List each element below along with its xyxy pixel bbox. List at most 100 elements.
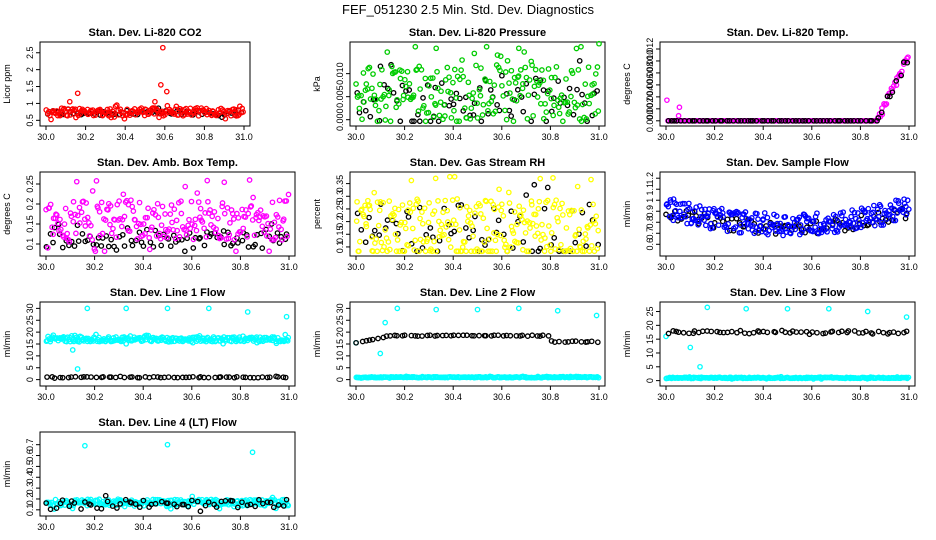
data-point	[163, 88, 170, 95]
data-point	[541, 205, 548, 212]
data-point	[89, 236, 96, 243]
data-point	[130, 208, 137, 215]
data-point	[118, 223, 125, 230]
data-point	[98, 505, 105, 512]
data-point	[463, 248, 469, 255]
data-point	[269, 199, 276, 206]
data-point	[531, 181, 538, 188]
data-point	[282, 374, 289, 381]
data-point	[819, 226, 826, 233]
data-point	[165, 374, 172, 380]
data-point	[463, 203, 470, 210]
data-point	[154, 200, 161, 207]
data-point	[553, 197, 559, 204]
data-point	[282, 331, 289, 338]
data-point	[519, 85, 526, 92]
data-point	[461, 105, 468, 111]
x-tick-label: 30.4	[754, 392, 772, 402]
data-point	[562, 339, 568, 345]
panel-4: Stan. Dev. Amb. Box Temp. degrees C 30.0 30…	[2, 157, 298, 272]
data-point	[500, 231, 507, 238]
data-point	[544, 197, 551, 204]
data-point	[480, 215, 487, 222]
data-point	[109, 503, 116, 509]
data-point	[116, 198, 122, 204]
data-point	[714, 328, 720, 335]
data-point	[212, 229, 219, 236]
data-point	[397, 75, 404, 82]
data-point	[592, 220, 599, 227]
x-tick-label: 30.0	[37, 132, 55, 142]
data-point	[675, 214, 682, 221]
x-tick-label: 30.2	[77, 132, 95, 142]
data-point	[484, 225, 490, 232]
data-point	[245, 244, 252, 250]
data-point	[399, 82, 406, 89]
data-point	[75, 238, 82, 244]
series-green	[353, 40, 602, 125]
data-point	[390, 89, 397, 96]
data-point	[871, 202, 877, 209]
data-point	[664, 97, 670, 104]
data-point	[158, 222, 165, 229]
data-point	[184, 235, 191, 242]
data-point	[174, 374, 181, 381]
data-point	[285, 334, 292, 341]
data-point	[82, 499, 88, 505]
data-point	[167, 505, 174, 512]
data-point	[566, 85, 573, 92]
series-black	[665, 327, 910, 338]
data-point	[697, 363, 703, 370]
x-tick-label: 30.0	[37, 262, 55, 272]
data-point	[465, 213, 472, 219]
data-point	[367, 206, 374, 213]
data-point	[392, 231, 399, 238]
data-point	[464, 332, 470, 339]
data-point	[419, 209, 425, 215]
data-point	[486, 236, 493, 242]
data-point	[249, 449, 256, 456]
data-point	[278, 233, 284, 240]
data-point	[460, 73, 467, 80]
data-point	[506, 80, 512, 86]
data-point	[559, 118, 566, 125]
data-point	[408, 177, 415, 184]
data-point	[865, 205, 872, 212]
data-point	[424, 332, 431, 339]
data-point	[406, 200, 413, 206]
x-tick-label: 30.0	[657, 132, 675, 142]
data-point	[78, 209, 85, 216]
data-point	[593, 312, 600, 319]
data-point	[746, 330, 753, 337]
data-point	[108, 236, 115, 243]
data-point	[682, 213, 689, 220]
x-tick-label: 30.8	[196, 132, 214, 142]
data-point	[432, 84, 439, 91]
data-point	[452, 221, 459, 228]
data-point	[504, 57, 511, 64]
data-point	[595, 108, 602, 114]
data-point	[466, 92, 472, 99]
data-point	[528, 198, 535, 204]
data-point	[563, 76, 569, 82]
data-point	[82, 223, 89, 229]
x-tick-label: 30.2	[86, 522, 104, 532]
data-point	[53, 212, 60, 218]
data-point	[381, 243, 387, 250]
data-point	[546, 87, 553, 93]
data-point	[454, 196, 461, 202]
x-tick-label: 30.8	[852, 262, 870, 272]
data-point	[578, 207, 585, 213]
data-point	[595, 374, 602, 381]
data-point	[237, 229, 244, 235]
data-point	[261, 229, 267, 235]
data-point	[489, 94, 496, 101]
y-tick-label: 20	[25, 327, 35, 337]
data-point	[820, 117, 827, 124]
data-point	[468, 248, 475, 255]
y-tick-label: 0.2	[25, 493, 35, 506]
data-point	[670, 328, 677, 334]
data-point	[552, 246, 559, 252]
data-point	[457, 76, 463, 83]
data-point	[386, 86, 392, 93]
